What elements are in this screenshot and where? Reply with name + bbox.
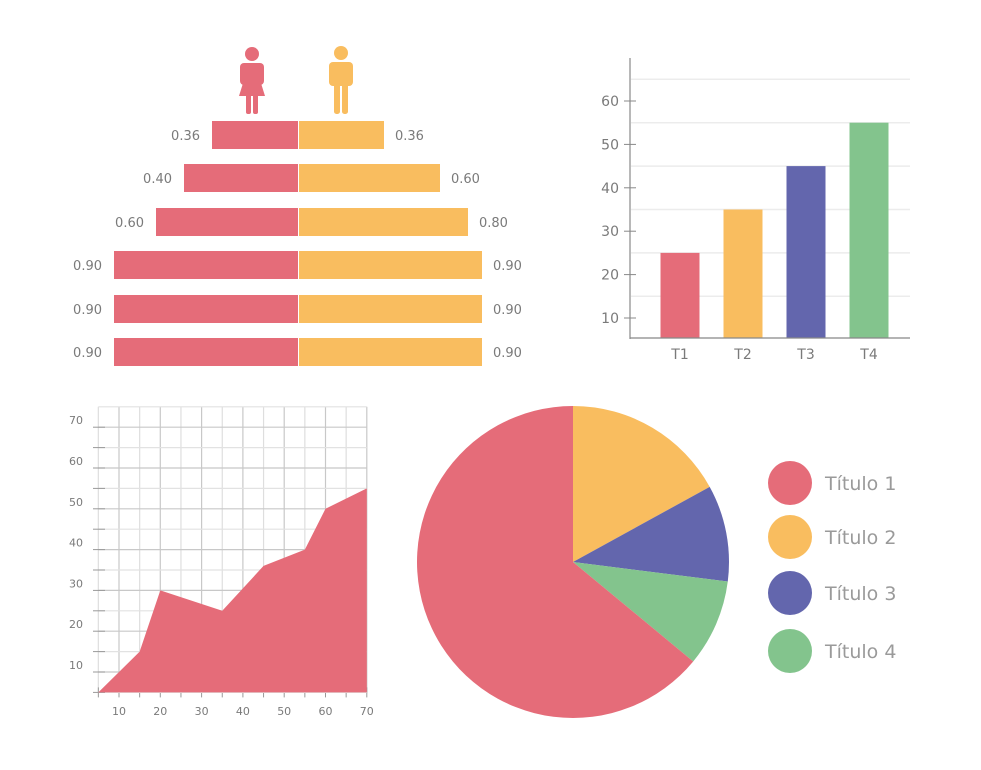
x-tick-label: T2: [733, 347, 751, 363]
pie-slice-3: [573, 486, 729, 582]
pie-slice-2: [573, 406, 710, 562]
x-tick-label: 50: [277, 705, 291, 718]
pie-chart: [417, 405, 729, 718]
female-value-label: 0.90: [73, 303, 102, 318]
female-value-label: 0.90: [73, 259, 102, 274]
x-tick-label: T1: [670, 347, 688, 363]
legend-label: Título 2: [824, 527, 896, 549]
legend-label: Título 3: [824, 583, 896, 605]
population-pyramid: 0.36 0.40 0.60 0.90 0.90 0.90 0.36 0.60 0.80 0.90…: [73, 46, 522, 366]
female-bar: [184, 164, 298, 192]
pie-legend: Título 1 Título 2 Título 3 Título 4: [768, 461, 896, 673]
female-value-label: 0.60: [115, 216, 144, 231]
male-bar: [299, 295, 482, 323]
female-bar: [114, 251, 298, 279]
male-value-label: 0.60: [451, 172, 480, 187]
area-chart: 10 20 30 40 50 60 70 10 20 30 40 50 60 70: [69, 406, 374, 718]
female-bar: [114, 295, 298, 323]
area-fill: [98, 488, 367, 693]
male-bar: [299, 338, 482, 366]
male-bar: [299, 164, 440, 192]
male-bar: [299, 208, 468, 236]
legend-label: Título 1: [824, 473, 896, 495]
y-tick-label: 50: [69, 496, 83, 509]
female-value-label: 0.36: [171, 129, 200, 144]
legend-swatch: [768, 461, 812, 505]
male-icon: [329, 46, 353, 114]
x-tick-label: T4: [859, 347, 878, 363]
bar-t4: [849, 122, 889, 338]
x-tick-label: 30: [195, 705, 209, 718]
y-tick-label: 10: [69, 659, 83, 672]
male-value-label: 0.90: [493, 303, 522, 318]
y-tick-label: 40: [601, 181, 619, 197]
male-value-label: 0.36: [395, 129, 424, 144]
x-tick-label: 60: [319, 705, 333, 718]
male-bar: [299, 251, 482, 279]
y-tick-label: 10: [601, 311, 619, 327]
female-value-label: 0.40: [143, 172, 172, 187]
male-value-label: 0.90: [493, 346, 522, 361]
female-value-label: 0.90: [73, 346, 102, 361]
y-tick-label: 30: [69, 577, 83, 590]
female-bar: [114, 338, 298, 366]
legend-swatch: [768, 629, 812, 673]
bar-chart: T1 T2 T3 T4 10 20 30 40 50 60: [601, 58, 910, 363]
y-tick-label: 20: [69, 618, 83, 631]
female-bar: [212, 121, 298, 149]
y-tick-label: 70: [69, 414, 83, 427]
male-value-label: 0.80: [479, 216, 508, 231]
x-tick-label: 20: [153, 705, 167, 718]
x-tick-label: T3: [796, 347, 814, 363]
bar-t3: [786, 166, 826, 338]
female-icon: [239, 47, 265, 114]
pie-slice-1: [417, 405, 694, 718]
x-tick-label: 70: [360, 705, 374, 718]
x-tick-label: 10: [112, 705, 126, 718]
pie-slice-4: [573, 562, 728, 662]
y-tick-label: 60: [69, 455, 83, 468]
legend-swatch: [768, 515, 812, 559]
male-value-label: 0.90: [493, 259, 522, 274]
y-tick-label: 50: [601, 137, 619, 153]
y-tick-label: 60: [601, 94, 619, 110]
male-bar: [299, 121, 384, 149]
y-tick-label: 20: [601, 268, 619, 284]
bar-t1: [660, 252, 700, 338]
female-bar: [156, 208, 298, 236]
bar-t2: [723, 209, 763, 338]
legend-swatch: [768, 571, 812, 615]
y-tick-label: 30: [601, 224, 619, 240]
x-tick-label: 40: [236, 705, 250, 718]
y-tick-label: 40: [69, 537, 83, 550]
legend-label: Título 4: [824, 641, 896, 663]
